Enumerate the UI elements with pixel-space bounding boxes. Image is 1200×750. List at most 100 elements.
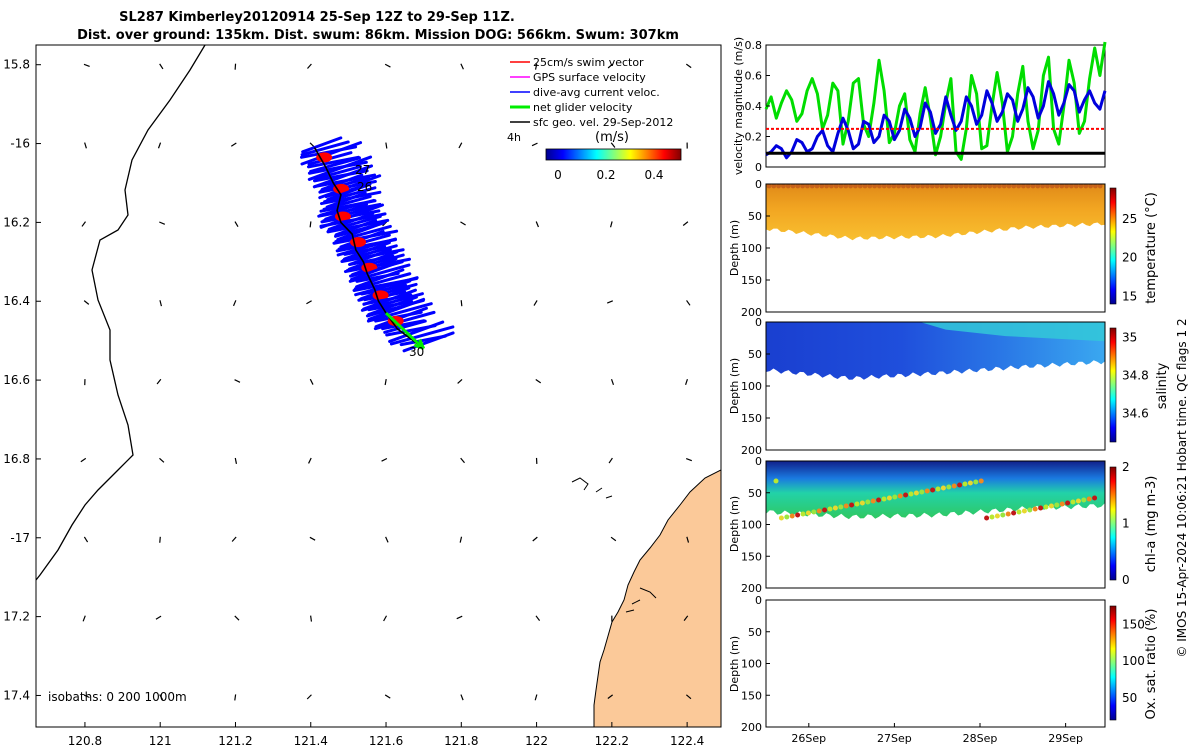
- geo-vector: [533, 300, 538, 306]
- dive-avg-vector: [370, 272, 412, 286]
- temperature-dot: [776, 183, 781, 189]
- geo-vector: [309, 536, 316, 541]
- temperature-dot: [992, 183, 997, 189]
- dive-avg-vector: [374, 316, 392, 323]
- map-colorbar-tick-1: 0.2: [596, 168, 615, 182]
- dive-avg-vector: [319, 220, 343, 228]
- geo-vector: [385, 536, 389, 543]
- temperature-dot: [1016, 183, 1021, 189]
- chla-panel: 0 50 100 150 200 Depth (m) 0 1 2 chl-a (mg m-3…: [728, 455, 1159, 595]
- chla-dot: [1005, 511, 1011, 517]
- temperature-dot: [766, 183, 772, 189]
- track-line: [313, 147, 425, 350]
- dive-avg-vector: [339, 182, 372, 197]
- chla-dot: [984, 515, 990, 521]
- oxygen-frame: [765, 599, 1106, 728]
- legend-net: net glider velocity: [533, 101, 633, 114]
- chla-dot: [1032, 506, 1038, 512]
- dive-avg-vector: [362, 299, 380, 306]
- depth-tick-label: 0: [755, 455, 762, 468]
- dive-avg-vector: [417, 331, 455, 347]
- temperature-dot: [963, 183, 969, 189]
- colorbar-tick-label: 20: [1122, 251, 1137, 265]
- temperature-dot: [949, 183, 954, 189]
- geo-vector: [83, 694, 90, 699]
- geo-vector: [159, 300, 162, 307]
- geo-vector: [309, 221, 312, 228]
- dive-avg-vector: [343, 250, 359, 256]
- net-velocity-arrowhead: [413, 338, 426, 350]
- temperature-dot: [819, 183, 825, 189]
- dive-avg-vector: [335, 245, 357, 253]
- dive-avg-vector: [307, 168, 329, 175]
- dive-avg-vector: [336, 195, 372, 207]
- temperature-dot: [1049, 183, 1055, 189]
- dive-avg-vector: [366, 314, 390, 323]
- dive-avg-vector: [301, 145, 317, 154]
- map-x-tick-label: 122: [525, 734, 548, 748]
- dive-avg-vector: [335, 198, 376, 213]
- dive-avg-vector: [299, 152, 320, 159]
- geo-vector: [234, 615, 240, 621]
- day-label-26: 26: [357, 180, 372, 194]
- temperature-dot: [1011, 183, 1017, 189]
- velocity-panel: 0 0.2 0.4 0.6 0.8 velocity magnitude (m/s): [732, 37, 1107, 175]
- temperature-dot: [785, 183, 791, 189]
- temperature-dot: [1021, 183, 1026, 189]
- salinity-y-axis: 0 50 100 150 200: [741, 316, 770, 457]
- chla-dot: [951, 483, 957, 489]
- chla-dot: [994, 513, 1000, 519]
- geo-vector: [460, 457, 465, 464]
- temperature-dot: [1078, 183, 1084, 189]
- chla-dot: [870, 498, 876, 504]
- colorbar-tick-label: 150: [1122, 617, 1145, 631]
- title-line-1: SL287 Kimberley20120914 25-Sep 12Z to 29…: [119, 10, 515, 25]
- oxygen-y-axis: 0 50 100 150 200: [741, 594, 770, 734]
- dive-avg-vector: [336, 232, 354, 241]
- chla-dot: [989, 514, 995, 520]
- chla-dot: [1065, 500, 1071, 506]
- chla-dot: [800, 511, 806, 517]
- depth-tick-label: 150: [741, 689, 762, 702]
- colorbar-tick-label: 50: [1122, 691, 1137, 705]
- temperature-dot: [1083, 183, 1089, 189]
- dive-avg-vector: [360, 289, 377, 296]
- dive-avg-vector: [338, 186, 377, 199]
- dive-avg-vector: [352, 285, 375, 293]
- isobaths-label: isobaths: 0 200 1000m: [48, 690, 187, 704]
- dive-avg-vector: [313, 136, 343, 149]
- depth-tick-label: 0: [755, 594, 762, 607]
- geo-vector: [83, 63, 90, 67]
- map-x-tick-label: 122.4: [670, 734, 704, 748]
- geo-vector: [310, 615, 313, 622]
- map-y-tick-label: -17: [10, 531, 30, 545]
- geo-vector: [531, 142, 538, 147]
- temperature-panel: 0 50 100 150 200 Depth (m) 15 20 25 temperatur…: [728, 178, 1159, 319]
- dive-avg-vector: [353, 282, 374, 291]
- temperature-dot: [867, 183, 873, 189]
- chla-dot: [838, 504, 844, 510]
- title-line-2: Dist. over ground: 135km. Dist. swum: 86…: [77, 28, 679, 43]
- temperature-cblabel: temperature (°C): [1144, 192, 1159, 304]
- dive-avg-vector: [389, 337, 412, 346]
- geo-vector: [460, 300, 463, 307]
- geo-vector: [610, 378, 615, 386]
- chla-dot: [946, 484, 952, 490]
- chla-dot: [832, 505, 838, 511]
- temperature-dot: [1006, 183, 1012, 189]
- temperature-dot: [872, 183, 877, 189]
- temperature-dot: [920, 183, 925, 189]
- geo-vector: [459, 536, 463, 543]
- dive-avg-vector: [314, 173, 332, 181]
- dive-avg-vector: [355, 280, 373, 289]
- glider-track: [299, 136, 455, 353]
- geo-vector: [234, 379, 241, 383]
- dive-avg-vector: [356, 241, 391, 256]
- geo-vector: [83, 300, 90, 305]
- colorbar-tick-label: 0: [1122, 573, 1130, 587]
- geo-vector: [610, 142, 616, 148]
- map-y-axis: 15.8 -16 16.2 16.4 16.6 16.8 -17 17.2 17.4: [3, 58, 41, 702]
- temperature-dot: [1059, 183, 1065, 189]
- chla-dot: [1038, 505, 1044, 511]
